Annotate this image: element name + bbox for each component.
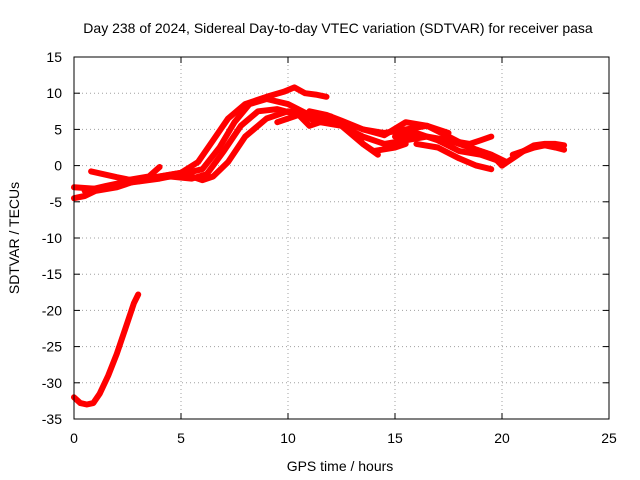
series-line-arc-j	[359, 119, 505, 169]
y-tick-label: -35	[42, 411, 62, 427]
x-axis-ticks: 0 5 10 15 20 25	[70, 57, 617, 446]
chart-title: Day 238 of 2024, Sidereal Day-to-day VTE…	[83, 20, 593, 36]
y-tick-label: 15	[46, 49, 62, 65]
y-tick-label: 5	[54, 121, 62, 137]
x-tick-label: 5	[177, 430, 185, 446]
x-tick-label: 15	[387, 430, 403, 446]
y-axis-label: SDTVAR / TECUs	[6, 182, 22, 294]
grid-lines	[74, 57, 609, 419]
y-tick-label: -10	[42, 230, 62, 246]
y-tick-label: 0	[54, 158, 62, 174]
x-tick-label: 20	[494, 430, 510, 446]
series-line-arc-k	[392, 130, 505, 165]
y-tick-label: -5	[50, 194, 63, 210]
y-tick-label: -20	[42, 302, 62, 318]
series-line-arc-f	[274, 111, 334, 129]
x-axis-label: GPS time / hours	[287, 458, 394, 474]
x-tick-label: 10	[280, 430, 296, 446]
y-tick-label: -15	[42, 266, 62, 282]
y-tick-label: -30	[42, 375, 62, 391]
series-line-arc-p	[71, 291, 142, 408]
y-axis-ticks: 15 10 5 0 -5 -10 -15 -20 -25 -30 -35	[42, 49, 609, 427]
series-line-arc-m	[445, 133, 495, 147]
series-line-arc-o	[509, 142, 568, 158]
y-tick-label: -25	[42, 339, 62, 355]
data-series	[71, 84, 568, 408]
x-tick-label: 25	[601, 430, 617, 446]
x-tick-label: 0	[70, 430, 78, 446]
series-line-arc-l	[413, 140, 495, 173]
series-line-arc-i	[327, 119, 409, 155]
y-tick-label: 10	[46, 85, 62, 101]
series-line-arc-e	[124, 164, 163, 184]
